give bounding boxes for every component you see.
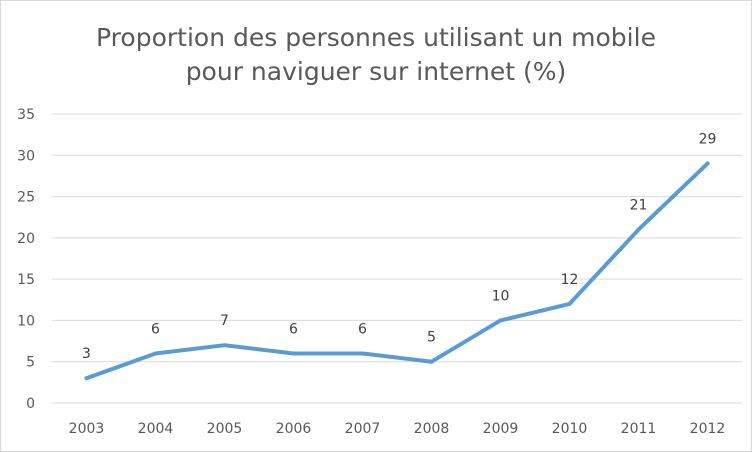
series-layer [84,161,710,381]
y-tick-label-35: 35 [17,107,35,123]
x-tick-label-2004: 2004 [138,421,174,437]
y-axis-tick-labels: 0 5 10 15 20 25 30 35 [17,107,35,412]
data-label-2005: 7 [220,313,229,329]
data-point-2005 [222,343,227,348]
y-tick-label-5: 5 [26,355,35,371]
x-axis-tick-labels: 2003 2004 2005 2006 2007 2008 2009 2010 2011 2012 [69,421,726,437]
data-label-2008: 5 [427,330,436,346]
x-tick-label-2009: 2009 [483,421,519,437]
data-label-2010: 12 [561,272,579,288]
x-tick-label-2007: 2007 [345,421,381,437]
data-label-2011: 21 [630,198,648,214]
data-point-2008 [429,359,434,364]
x-tick-label-2006: 2006 [276,421,312,437]
data-point-2003 [84,376,89,381]
data-point-2006 [291,351,296,356]
data-point-2009 [498,318,503,323]
data-point-2010 [567,301,572,306]
data-label-2003: 3 [82,346,91,362]
data-point-2012 [705,161,710,166]
y-tick-label-30: 30 [17,148,35,164]
data-label-2007: 6 [358,321,367,337]
data-label-2004: 6 [151,321,160,337]
data-label-2006: 6 [289,321,298,337]
chart-title-line-1: Proportion des personnes utilisant un mo… [96,23,656,52]
data-labels: 3 6 7 6 6 5 10 12 21 29 [82,132,716,363]
data-label-2009: 10 [492,288,510,304]
y-tick-label-15: 15 [17,272,35,288]
y-tick-label-20: 20 [17,231,35,247]
gridlines [52,113,742,404]
x-tick-label-2011: 2011 [621,421,657,437]
data-point-2004 [153,351,158,356]
x-tick-label-2010: 2010 [552,421,588,437]
series-line-0 [84,161,710,381]
x-tick-label-2003: 2003 [69,421,105,437]
chart-title-line-2: pour naviguer sur internet (%) [185,57,567,86]
y-tick-label-25: 25 [17,190,35,206]
x-tick-label-2005: 2005 [207,421,243,437]
data-point-2011 [636,227,641,232]
data-point-2007 [360,351,365,356]
y-tick-label-10: 10 [17,313,35,329]
data-label-2012: 29 [699,132,717,148]
y-tick-label-0: 0 [26,396,35,412]
x-tick-label-2012: 2012 [690,421,726,437]
x-tick-label-2008: 2008 [414,421,450,437]
